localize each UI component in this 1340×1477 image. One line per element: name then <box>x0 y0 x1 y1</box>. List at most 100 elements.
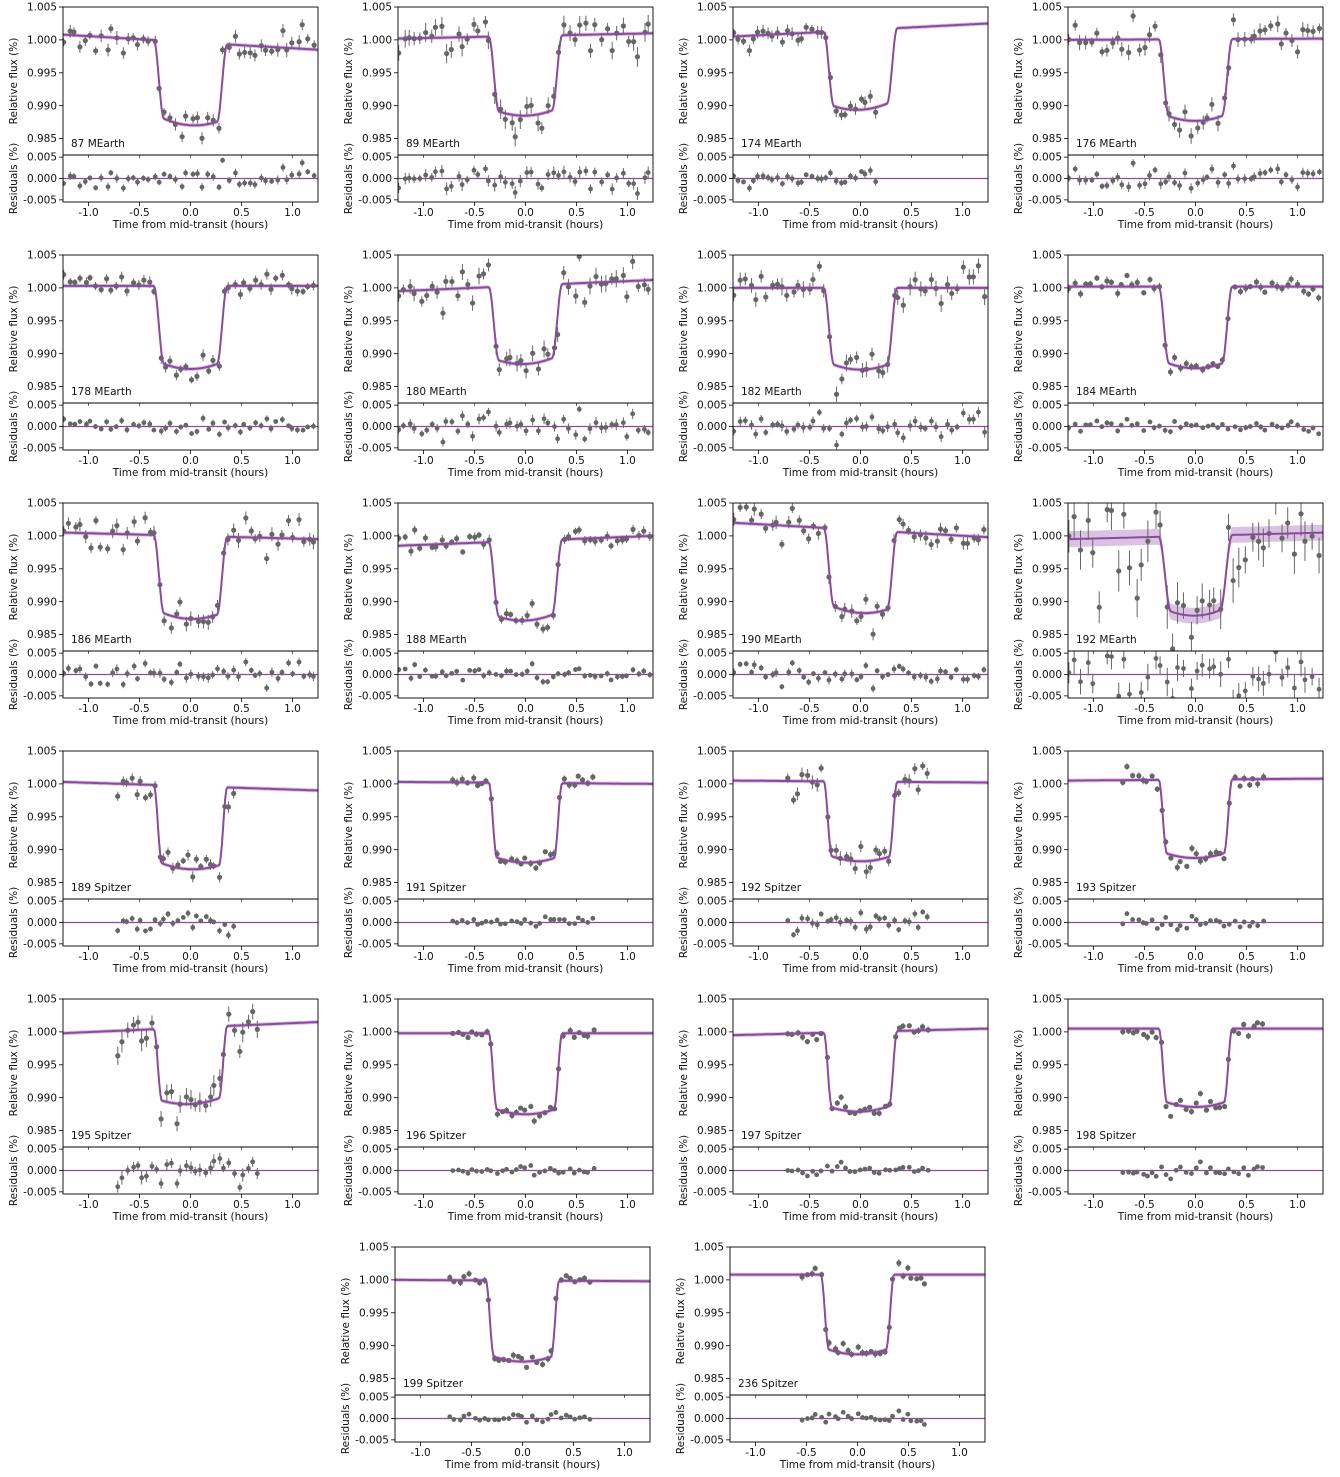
residual-point <box>203 914 209 920</box>
residual-point <box>216 184 222 190</box>
residual-point <box>822 670 828 676</box>
flux-point <box>735 36 741 42</box>
residual-point <box>1243 425 1249 431</box>
flux-point <box>444 50 450 57</box>
flux-point <box>194 373 200 379</box>
resid-y-axis-label: Residuals (%) <box>678 887 690 958</box>
xtick-label: 0.5 <box>568 455 585 467</box>
flux-point <box>795 282 801 289</box>
residual-point <box>916 1168 921 1174</box>
residual-point <box>509 918 515 924</box>
residual-point <box>929 418 934 424</box>
residual-point <box>823 1419 829 1425</box>
residual-point <box>1298 659 1304 665</box>
residual-point <box>417 674 423 680</box>
flux-point <box>459 776 465 782</box>
flux-point <box>1163 1103 1169 1110</box>
flux-point <box>791 289 797 295</box>
flux-point <box>818 765 824 771</box>
resid-ytick-label: 0.000 <box>1032 173 1062 185</box>
flux-point <box>563 1273 569 1279</box>
residual-point <box>815 675 821 681</box>
flux-point <box>1309 533 1315 539</box>
flux-ytick-label: 1.005 <box>697 250 727 262</box>
flux-point <box>208 1094 214 1100</box>
flux-ytick-label: 1.000 <box>1032 778 1062 790</box>
model-uncertainty-band <box>395 1277 650 1364</box>
flux-point <box>561 22 567 28</box>
resid-ytick-label: 0.005 <box>362 152 392 164</box>
flux-point <box>523 1364 530 1370</box>
flux-point <box>1197 1090 1204 1097</box>
panel-192-mearth: 0.9850.9900.9951.0001.005-0.0050.0000.00… <box>1013 498 1324 727</box>
residual-point <box>1147 419 1153 425</box>
flux-point <box>1167 369 1174 375</box>
resid-ytick-label: -0.005 <box>1028 442 1062 454</box>
residual-point <box>499 673 504 679</box>
residual-point <box>948 674 954 680</box>
flux-point <box>134 538 141 544</box>
residual-point <box>867 1165 873 1171</box>
residual-point <box>160 916 166 922</box>
flux-point <box>561 270 567 276</box>
residual-point <box>443 419 449 424</box>
flux-y-axis-label: Relative flux (%) <box>8 782 20 869</box>
flux-point <box>77 44 83 50</box>
flux-point <box>269 531 275 537</box>
resid-ytick-label: 0.005 <box>27 400 57 412</box>
residual-point <box>900 1417 906 1422</box>
residual-point <box>156 179 162 185</box>
residual-point <box>1120 1170 1126 1175</box>
residual-point <box>465 1170 471 1176</box>
residual-point <box>849 1416 855 1422</box>
residual-point <box>915 925 921 930</box>
residual-point <box>1279 675 1285 680</box>
residual-point <box>233 170 238 176</box>
flux-point <box>63 39 67 45</box>
residual-point <box>471 167 477 173</box>
residual-point <box>124 919 129 925</box>
residual-point <box>1157 663 1163 668</box>
residual-point <box>803 172 809 178</box>
residual-point <box>311 674 316 679</box>
resid-ytick-label: 0.000 <box>362 669 392 681</box>
residual-point <box>809 173 815 179</box>
residual-point <box>179 184 185 189</box>
flux-point <box>440 310 446 316</box>
flux-point <box>1262 289 1268 295</box>
residual-point <box>975 674 981 679</box>
flux-point <box>205 619 211 625</box>
flux-point <box>279 272 285 278</box>
residual-point <box>849 671 855 677</box>
flux-point <box>964 540 971 547</box>
residual-point <box>467 667 473 673</box>
flux-point <box>960 540 966 546</box>
residual-point <box>470 433 476 439</box>
flux-point <box>216 363 222 369</box>
model-uncertainty-band <box>398 1031 653 1117</box>
x-axis-label: Time from mid-transit (hours) <box>782 1211 939 1223</box>
resid-y-axis-label: Residuals (%) <box>678 391 690 462</box>
flux-plot-area <box>733 21 988 121</box>
flux-ytick-label: 0.990 <box>1032 596 1062 608</box>
residual-point <box>167 173 173 179</box>
residual-point <box>157 921 163 927</box>
residual-point <box>120 682 126 687</box>
residual-point <box>548 1412 554 1417</box>
flux-point <box>210 357 216 363</box>
flux-ytick-label: 0.990 <box>362 1092 392 1104</box>
panel-label: 193 Spitzer <box>1076 882 1137 894</box>
residual-point <box>241 422 247 427</box>
flux-ytick-label: 1.000 <box>1032 1026 1062 1038</box>
residual-point <box>599 425 604 431</box>
flux-point <box>63 272 67 278</box>
residual-point <box>523 428 529 434</box>
flux-ytick-label: 0.995 <box>694 1307 724 1319</box>
residual-point <box>130 175 136 181</box>
residual-point <box>164 1162 170 1167</box>
flux-point <box>115 793 121 799</box>
residual-point <box>542 914 548 920</box>
residual-point <box>509 1169 515 1175</box>
residual-point <box>971 673 977 679</box>
residual-point <box>749 669 754 675</box>
